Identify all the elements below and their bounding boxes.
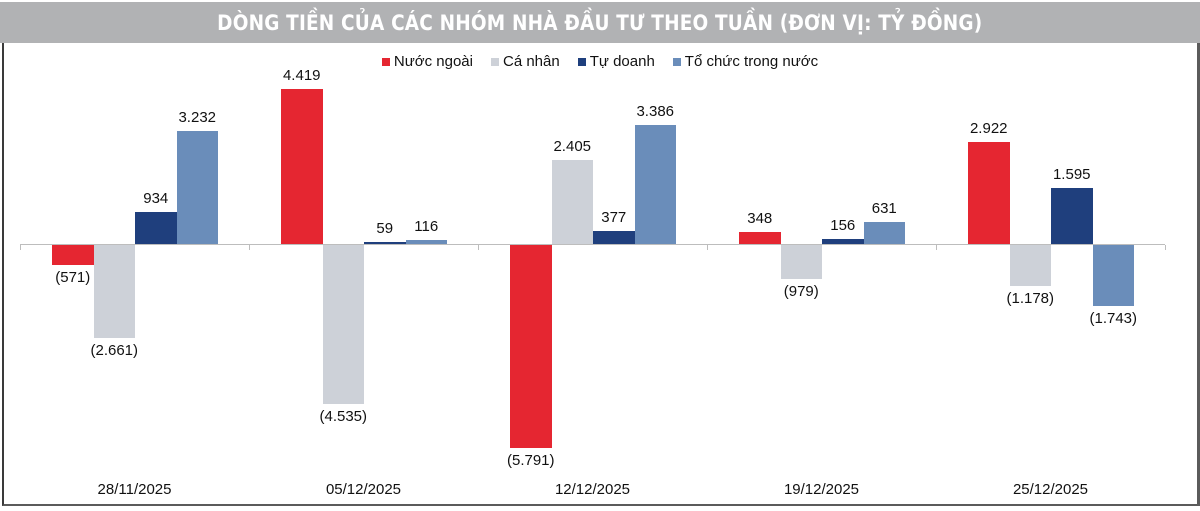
x-axis-category-label: 05/12/2025 (325, 481, 402, 498)
bar (364, 242, 406, 245)
data-label: 2.922 (969, 119, 1008, 137)
x-axis-category-label: 19/12/2025 (783, 481, 860, 498)
data-label: 934 (143, 189, 169, 207)
data-label: 1.595 (1052, 166, 1091, 184)
bar (1092, 244, 1134, 306)
x-axis-tick (478, 245, 479, 250)
bar (135, 211, 177, 245)
bar (1051, 188, 1093, 245)
data-label: (1.178) (1006, 289, 1055, 307)
x-axis-tick (936, 245, 937, 250)
data-label: 59 (376, 220, 394, 238)
legend-item-nuoc-ngoai: Nước ngoài (381, 53, 473, 70)
x-axis-category-label: 12/12/2025 (554, 481, 631, 498)
x-axis-line (20, 244, 1165, 245)
bar (93, 244, 135, 339)
data-label: (4.535) (319, 408, 368, 426)
data-label: 377 (601, 209, 627, 227)
data-label: (979) (783, 282, 819, 300)
legend-item-ca-nhan: Cá nhân (490, 53, 560, 70)
bar (551, 159, 593, 245)
chart-frame (2, 43, 1200, 506)
bar (593, 231, 635, 245)
bar (281, 88, 323, 245)
data-label: 631 (871, 200, 897, 218)
bar (52, 244, 94, 265)
legend-label: Tự doanh (589, 53, 655, 70)
legend-swatch-icon (490, 57, 499, 66)
bar (405, 240, 447, 245)
bar (822, 239, 864, 245)
data-label: (5.791) (506, 452, 555, 470)
x-axis-tick (707, 245, 708, 250)
legend-swatch-icon (577, 57, 586, 66)
bar (968, 141, 1010, 245)
legend-label: Nước ngoài (393, 53, 473, 70)
chart-title: DÒNG TIỀN CỦA CÁC NHÓM NHÀ ĐẦU TƯ THEO T… (217, 10, 983, 35)
data-label: (1.743) (1089, 309, 1138, 327)
x-axis-tick (1165, 245, 1166, 250)
x-axis-tick (20, 245, 21, 250)
data-label: 4.419 (282, 66, 321, 84)
chart-legend: Nước ngoài Cá nhân Tự doanh Tổ chức tron… (0, 53, 1200, 70)
data-label: 3.232 (178, 108, 217, 126)
legend-label: Cá nhân (502, 53, 560, 70)
bar (739, 232, 781, 245)
data-label: (2.661) (90, 342, 139, 360)
bar (780, 244, 822, 279)
x-axis-category-label: 25/12/2025 (1012, 481, 1089, 498)
data-label: 2.405 (553, 137, 592, 155)
bar (510, 244, 552, 449)
data-label: (571) (55, 268, 91, 286)
chart-title-bar: DÒNG TIỀN CỦA CÁC NHÓM NHÀ ĐẦU TƯ THEO T… (0, 2, 1200, 43)
bar (176, 130, 218, 245)
legend-item-tu-doanh: Tự doanh (577, 53, 655, 70)
legend-swatch-icon (381, 57, 390, 66)
data-label: 116 (414, 218, 439, 236)
bar (863, 222, 905, 245)
bar (1009, 244, 1051, 286)
bar (634, 125, 676, 245)
legend-swatch-icon (672, 57, 681, 66)
x-axis-tick (249, 245, 250, 250)
legend-label: Tổ chức trong nước (684, 53, 819, 70)
bar (322, 244, 364, 405)
data-label: 156 (830, 217, 856, 234)
data-label: 3.386 (636, 103, 675, 121)
legend-item-to-chuc: Tổ chức trong nước (672, 53, 819, 70)
data-label: 348 (747, 210, 773, 228)
x-axis-category-label: 28/11/2025 (97, 481, 172, 498)
